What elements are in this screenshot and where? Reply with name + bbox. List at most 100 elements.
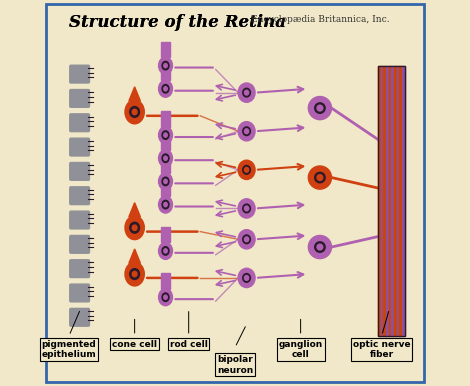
Ellipse shape (164, 133, 167, 137)
Text: ganglion
cell: ganglion cell (279, 340, 323, 359)
Ellipse shape (243, 274, 251, 282)
Ellipse shape (130, 222, 140, 233)
Ellipse shape (162, 154, 169, 163)
Ellipse shape (238, 122, 255, 141)
Ellipse shape (132, 271, 137, 277)
Ellipse shape (243, 88, 251, 97)
Ellipse shape (308, 235, 331, 259)
Ellipse shape (162, 85, 169, 93)
Ellipse shape (317, 105, 323, 111)
Ellipse shape (162, 131, 169, 139)
Ellipse shape (164, 63, 167, 68)
Ellipse shape (243, 166, 251, 174)
Bar (161, 273, 170, 289)
Ellipse shape (238, 160, 255, 179)
Ellipse shape (243, 235, 251, 244)
FancyBboxPatch shape (70, 308, 89, 326)
Ellipse shape (244, 206, 249, 211)
Ellipse shape (317, 244, 323, 250)
Bar (392, 66, 394, 336)
Ellipse shape (158, 242, 172, 259)
Ellipse shape (308, 96, 331, 120)
Text: Structure of the Retina: Structure of the Retina (69, 14, 286, 30)
Ellipse shape (162, 61, 169, 70)
Ellipse shape (244, 90, 249, 95)
Bar (161, 111, 170, 127)
FancyBboxPatch shape (46, 4, 424, 382)
Ellipse shape (158, 127, 172, 144)
FancyBboxPatch shape (70, 260, 89, 278)
Polygon shape (129, 249, 141, 263)
Ellipse shape (158, 196, 172, 213)
Text: Structure of the Retina: Structure of the Retina (69, 14, 286, 30)
Text: bipolar
neuron: bipolar neuron (217, 355, 253, 374)
Polygon shape (129, 87, 141, 101)
Polygon shape (129, 203, 141, 217)
Bar (378, 66, 381, 336)
Ellipse shape (162, 177, 169, 186)
Ellipse shape (238, 199, 255, 218)
Ellipse shape (238, 83, 255, 102)
Ellipse shape (164, 249, 167, 253)
Ellipse shape (132, 225, 137, 230)
Bar (381, 66, 383, 336)
Ellipse shape (315, 172, 325, 183)
Ellipse shape (238, 230, 255, 249)
Ellipse shape (130, 269, 140, 279)
Text: cone cell: cone cell (112, 340, 157, 349)
Ellipse shape (164, 202, 167, 207)
Ellipse shape (308, 166, 331, 189)
Text: rod cell: rod cell (170, 340, 208, 349)
Text: pigmented
epithelium: pigmented epithelium (42, 340, 96, 359)
FancyBboxPatch shape (70, 284, 89, 302)
Ellipse shape (162, 293, 169, 301)
Bar (386, 66, 389, 336)
Ellipse shape (243, 127, 251, 135)
FancyBboxPatch shape (70, 90, 89, 107)
Bar (397, 66, 400, 336)
Ellipse shape (164, 86, 167, 91)
FancyBboxPatch shape (70, 114, 89, 132)
Ellipse shape (315, 103, 325, 113)
Ellipse shape (164, 295, 167, 300)
Ellipse shape (164, 156, 167, 161)
Ellipse shape (244, 276, 249, 280)
Bar (402, 66, 405, 336)
Ellipse shape (162, 247, 169, 255)
FancyBboxPatch shape (70, 65, 89, 83)
Ellipse shape (317, 174, 323, 180)
Ellipse shape (158, 173, 172, 190)
Ellipse shape (243, 204, 251, 213)
Ellipse shape (162, 200, 169, 209)
Ellipse shape (244, 129, 249, 134)
Bar (161, 65, 170, 80)
Ellipse shape (315, 242, 325, 252)
Bar (394, 66, 397, 336)
Ellipse shape (130, 107, 140, 117)
Bar (161, 227, 170, 242)
Text: Encyclopædia Britannica, Inc.: Encyclopædia Britannica, Inc. (251, 15, 389, 24)
Ellipse shape (238, 268, 255, 288)
Bar (383, 66, 386, 336)
Ellipse shape (158, 80, 172, 97)
Bar (389, 66, 392, 336)
Ellipse shape (125, 100, 144, 124)
FancyBboxPatch shape (70, 163, 89, 180)
FancyBboxPatch shape (70, 235, 89, 253)
Bar (161, 134, 170, 150)
FancyBboxPatch shape (70, 211, 89, 229)
Ellipse shape (158, 57, 172, 74)
Ellipse shape (158, 150, 172, 167)
Bar (400, 66, 402, 336)
Text: optic nerve
fiber: optic nerve fiber (353, 340, 410, 359)
Ellipse shape (125, 262, 144, 286)
Ellipse shape (125, 216, 144, 240)
Ellipse shape (244, 237, 249, 242)
Ellipse shape (158, 289, 172, 306)
Ellipse shape (244, 168, 249, 172)
Bar (161, 42, 170, 57)
Bar (378, 66, 405, 336)
FancyBboxPatch shape (70, 138, 89, 156)
Ellipse shape (132, 109, 137, 115)
Bar (161, 181, 170, 196)
